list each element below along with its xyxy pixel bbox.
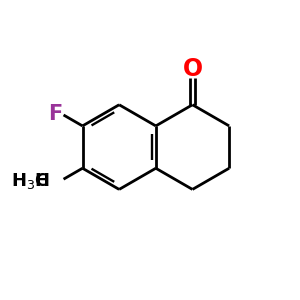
Text: H: H — [34, 172, 49, 190]
Text: H$_3$C: H$_3$C — [11, 171, 49, 190]
Text: O: O — [182, 57, 203, 81]
Text: F: F — [48, 103, 62, 124]
